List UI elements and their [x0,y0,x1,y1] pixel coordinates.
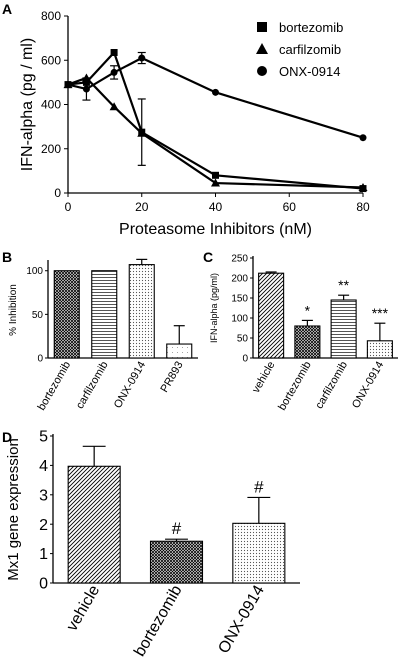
category-label: bortezomib [131,582,185,659]
data-point [138,54,146,62]
category-label: PR893 [158,360,185,395]
y-tick-label: 1 [39,546,48,563]
data-point [109,102,119,111]
legend-marker-square [257,22,267,32]
data-point [212,88,219,96]
bar [166,343,193,359]
y-tick-label: 5 [39,429,48,446]
legend: bortezomib carfilzomib ONX-0914 [256,20,343,79]
bar [67,465,121,584]
x-tick-label: 20 [135,200,149,214]
category-label: bortezomib [276,360,314,413]
legend-marker-triangle [256,43,268,54]
panel-b-bar-chart: 0 50 100 % Inhibition bortezomib carfilzomib O… [8,258,198,413]
data-point [82,85,90,93]
category-label: ONX-0914 [112,360,148,411]
significance-annotation: ** [338,277,349,293]
y-tick-label: 600 [41,53,61,67]
x-tick-label: 60 [283,200,297,214]
bar [330,299,357,359]
significance-annotation: * [305,302,311,318]
y-tick-label: 50 [32,310,44,321]
data-point [137,128,147,137]
y-axis-label: Mx1 gene expression [5,438,22,581]
data-point [359,134,367,142]
y-tick-label: 0 [39,576,48,593]
panel-label-d: D [2,429,12,445]
y-tick-label: 400 [41,98,61,112]
x-axis-label: Proteasome Inhibitors (nM) [119,221,312,238]
category-label: vehicle [250,360,278,396]
data-point [64,81,72,89]
panel-d-bar-chart: 0 1 2 3 4 5 Mx1 gene expression vehicle # bortezo… [5,429,300,660]
y-tick-label: 0 [242,354,248,365]
y-tick-label: 150 [231,294,248,305]
y-tick-label: 250 [231,254,248,265]
series-circle [64,51,367,142]
legend-label: bortezomib [279,20,343,35]
data-point [358,182,368,191]
panel-label-b: B [2,249,12,265]
category-label: carfilzomib [313,360,350,412]
panel-c-bar-chart: 0 50 100 150 200 250 IFN-alpha (pg/ml) vehicle *… [209,254,398,413]
bar [149,540,204,584]
bar [294,325,321,359]
y-tick-label: 50 [237,334,249,345]
bar [91,270,118,359]
y-tick-label: 0 [37,354,43,365]
y-tick-label: 2 [39,517,48,534]
y-axis-label: % Inhibition [8,284,19,336]
y-axis-label: IFN-alpha (pg / ml) [19,38,36,171]
panel-label-c: C [203,249,213,265]
panel-label-a: A [2,1,12,17]
category-label: vehicle [64,582,104,634]
legend-label: carfilzomib [279,42,341,57]
bar [232,522,286,584]
y-tick-label: 200 [41,142,61,156]
y-tick-label: 3 [39,487,48,504]
data-point [110,68,118,76]
y-axis-label: IFN-alpha (pg/ml) [209,273,219,343]
panel-a-line-chart: 0 200 400 600 800 0 20 40 60 80 Proteasome Inhibit… [19,9,370,238]
y-tick-label: 200 [231,274,248,285]
y-tick-label: 4 [39,458,48,475]
x-tick-label: 40 [209,200,223,214]
category-label: carfilzomib [74,360,111,412]
category-label: bortezomib [36,360,74,413]
significance-annotation: *** [372,305,389,321]
bar [128,264,155,359]
x-tick-label: 0 [65,200,72,214]
category-label: ONX-0914 [215,582,268,656]
bar [258,272,285,359]
bar [366,340,393,359]
legend-label: ONX-0914 [279,64,340,79]
data-point [212,171,219,179]
category-label: ONX-0914 [350,360,386,411]
x-tick-label: 80 [356,200,370,214]
legend-marker-circle [257,66,267,76]
significance-annotation: # [254,477,264,496]
significance-annotation: # [172,519,182,538]
y-tick-label: 0 [54,186,61,200]
y-tick-label: 100 [26,266,43,277]
bar [53,270,80,359]
y-tick-label: 100 [231,314,248,325]
data-point [211,178,220,187]
data-point [110,49,118,57]
y-tick-label: 800 [41,9,61,23]
